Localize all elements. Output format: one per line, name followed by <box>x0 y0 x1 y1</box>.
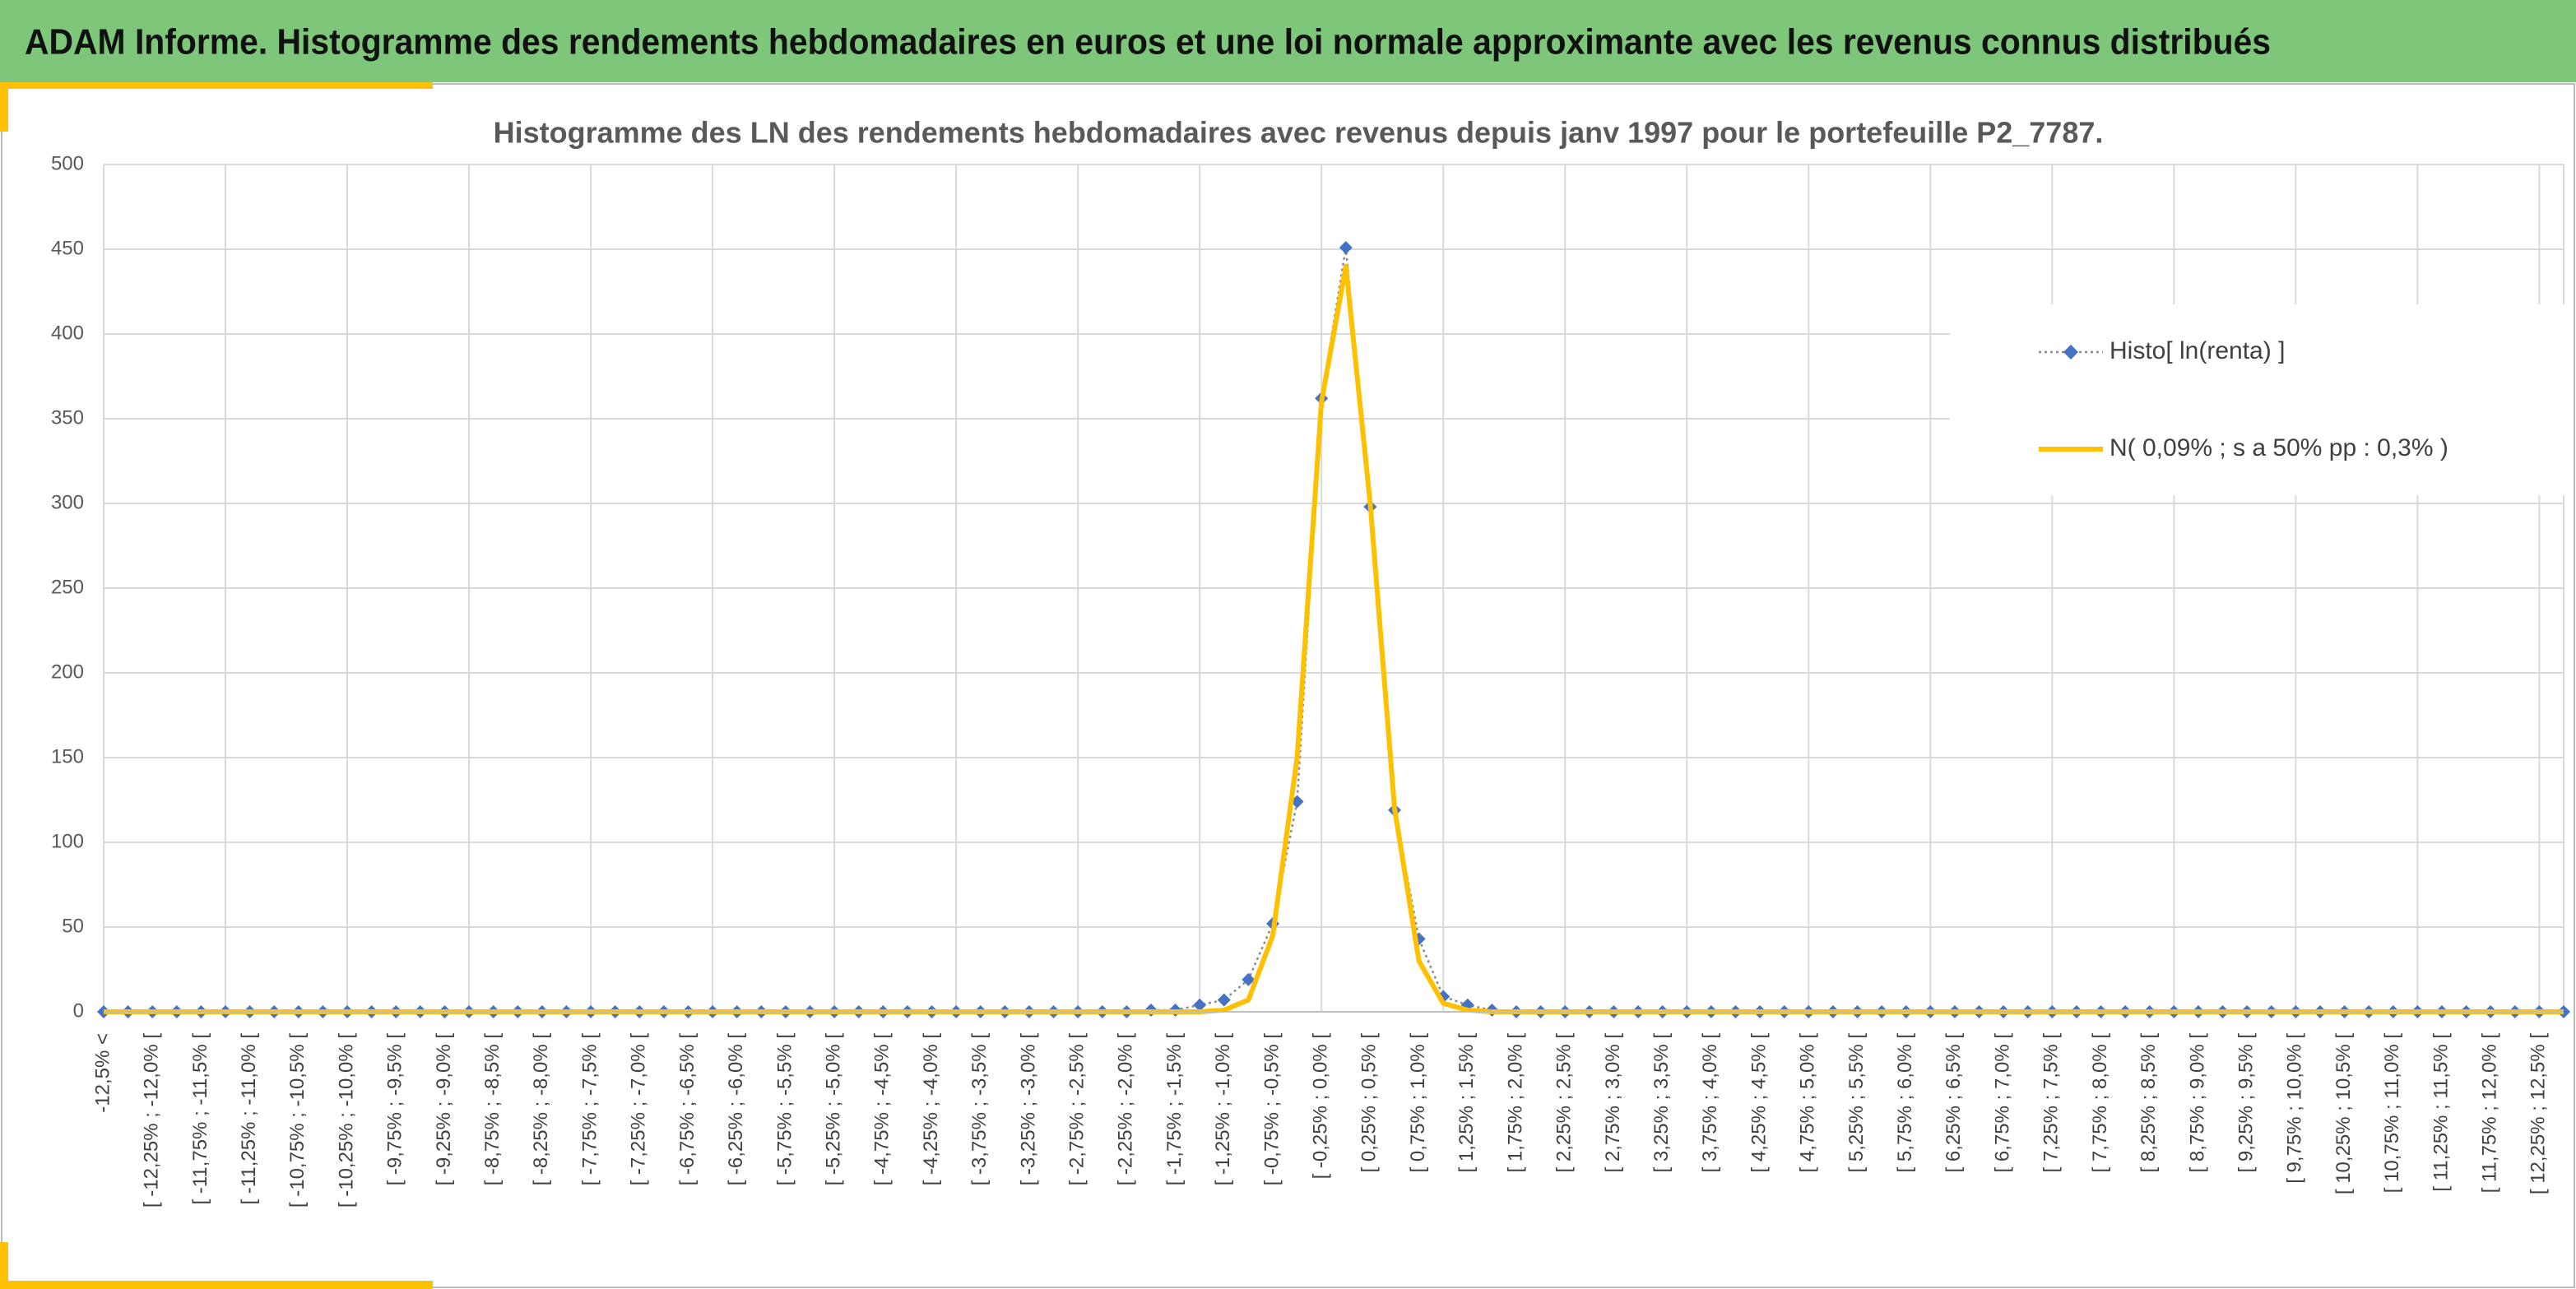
x-tick-label: [ 1,25% ; 1,5% [ <box>1455 1033 1478 1173</box>
x-tick-label: [ -10,75% ; -10,5% [ <box>286 1033 309 1208</box>
legend-swatch <box>2063 345 2078 359</box>
y-tick-label: 350 <box>51 406 84 429</box>
x-tick-label: [ 2,25% ; 2,5% [ <box>1553 1033 1576 1173</box>
header-title: ADAM Informe. Histogramme des rendements… <box>25 22 2271 63</box>
legend-label: Histo[ ln(renta) ] <box>2110 337 2285 364</box>
y-tick-label: 450 <box>51 237 84 259</box>
data-marker <box>1193 998 1207 1012</box>
x-tick-label: [ 8,75% ; 9,0% [ <box>2186 1033 2208 1173</box>
x-tick-label: [ -3,25% ; -3,0% [ <box>1017 1033 1039 1186</box>
y-tick-label: 300 <box>51 491 84 513</box>
x-tick-label: [ 3,75% ; 4,0% [ <box>1699 1033 1721 1173</box>
x-tick-label: [ 1,75% ; 2,0% [ <box>1504 1033 1526 1173</box>
y-tick-label: 50 <box>62 915 84 937</box>
x-tick-label: [ 5,75% ; 6,0% [ <box>1894 1033 1916 1173</box>
x-tick-label: [ 9,25% ; 9,5% [ <box>2235 1033 2257 1173</box>
x-tick-label: [ -6,75% ; -6,5% [ <box>676 1033 699 1186</box>
data-marker <box>1242 972 1256 986</box>
x-tick-label: [ 10,25% ; 10,5% [ <box>2332 1033 2355 1194</box>
x-tick-label: [ -1,25% ; -1,0% [ <box>1212 1033 1234 1186</box>
legend-label: N( 0,09% ; s a 50% pp : 0,3% ) <box>2110 434 2448 461</box>
chart-title: Histogramme des LN des rendements hebdom… <box>494 116 2104 150</box>
corner-accent <box>0 82 433 89</box>
x-tick-label: [ -6,25% ; -6,0% [ <box>725 1033 747 1186</box>
x-tick-label: [ -1,75% ; -1,5% [ <box>1163 1033 1186 1186</box>
x-tick-label: [ 10,75% ; 11,0% [ <box>2381 1033 2403 1194</box>
x-tick-label: [ -0,75% ; -0,5% [ <box>1260 1033 1283 1186</box>
y-tick-label: 250 <box>51 576 84 598</box>
chart-border <box>1 83 2575 1288</box>
x-tick-label: [ -7,25% ; -7,0% [ <box>628 1033 650 1186</box>
x-tick-label: [ 4,25% ; 4,5% [ <box>1748 1033 1770 1173</box>
x-tick-label: [ 3,25% ; 3,5% [ <box>1650 1033 1673 1173</box>
y-tick-label: 0 <box>73 999 84 1022</box>
x-tick-label: [ 0,75% ; 1,0% [ <box>1407 1033 1429 1173</box>
x-tick-label: [ -9,25% ; -9,0% [ <box>433 1033 455 1186</box>
x-tick-label: [ -3,75% ; -3,5% [ <box>968 1033 991 1186</box>
legend-box <box>1950 304 2572 495</box>
y-tick-label: 200 <box>51 661 84 683</box>
x-tick-label: [ -2,75% ; -2,5% [ <box>1066 1033 1088 1186</box>
data-marker <box>1339 240 1353 254</box>
y-tick-label: 500 <box>51 152 84 174</box>
x-tick-label: [ -2,25% ; -2,0% [ <box>1115 1033 1137 1186</box>
x-tick-label: [ 11,25% ; 11,5% [ <box>2430 1033 2452 1192</box>
x-tick-label: [ 8,25% ; 8,5% [ <box>2137 1033 2160 1173</box>
x-tick-label: [ 5,25% ; 5,5% [ <box>1845 1033 1868 1173</box>
x-tick-label: [ -12,25% ; -12,0% [ <box>141 1033 163 1208</box>
corner-accent <box>0 1242 8 1289</box>
x-tick-label: [ -11,75% ; -11,5% [ <box>189 1033 211 1205</box>
x-tick-label: [ -11,25% ; -11,0% [ <box>238 1033 260 1205</box>
data-marker <box>1217 993 1231 1007</box>
x-tick-label: [ -5,75% ; -5,5% [ <box>773 1033 796 1186</box>
x-tick-label: [ -8,75% ; -8,5% [ <box>481 1033 504 1186</box>
x-tick-label: [ -0,25% ; 0,0% [ <box>1310 1033 1332 1180</box>
corner-accent <box>0 1281 433 1289</box>
x-tick-label: [ 7,25% ; 7,5% [ <box>2040 1033 2063 1173</box>
x-tick-label: [ 4,75% ; 5,0% [ <box>1797 1033 1819 1173</box>
corner-accent <box>0 82 8 132</box>
x-tick-label: [ 7,75% ; 8,0% [ <box>2089 1033 2111 1173</box>
x-tick-label: [ -10,25% ; -10,0% [ <box>335 1033 357 1208</box>
x-tick-label: [ -4,75% ; -4,5% [ <box>871 1033 893 1186</box>
x-tick-label: [ 9,75% ; 10,0% [ <box>2284 1033 2306 1184</box>
x-tick-label: [ 6,25% ; 6,5% [ <box>1942 1033 1965 1173</box>
y-tick-label: 400 <box>51 322 84 344</box>
x-tick-label: [ 11,75% ; 12,0% [ <box>2479 1033 2501 1194</box>
x-tick-label: -12,5% < <box>91 1033 114 1113</box>
x-tick-label: [ -8,25% ; -8,0% [ <box>530 1033 552 1186</box>
x-tick-label: [ -5,25% ; -5,0% [ <box>822 1033 844 1186</box>
header-band <box>0 0 2576 82</box>
x-tick-label: [ 0,25% ; 0,5% [ <box>1358 1033 1381 1173</box>
x-tick-label: [ -7,75% ; -7,5% [ <box>578 1033 601 1186</box>
x-tick-label: [ 12,25% ; 12,5% [ <box>2527 1033 2550 1194</box>
x-tick-label: [ 2,75% ; 3,0% [ <box>1602 1033 1624 1173</box>
x-tick-label: [ -9,75% ; -9,5% [ <box>384 1033 406 1186</box>
y-tick-label: 150 <box>51 745 84 767</box>
y-tick-label: 100 <box>51 830 84 852</box>
x-tick-label: [ -4,25% ; -4,0% [ <box>920 1033 942 1186</box>
x-tick-label: [ 6,75% ; 7,0% [ <box>1991 1033 2013 1173</box>
legend: Histo[ ln(renta) ] N( 0,09% ; s a 50% pp … <box>1950 304 2572 495</box>
